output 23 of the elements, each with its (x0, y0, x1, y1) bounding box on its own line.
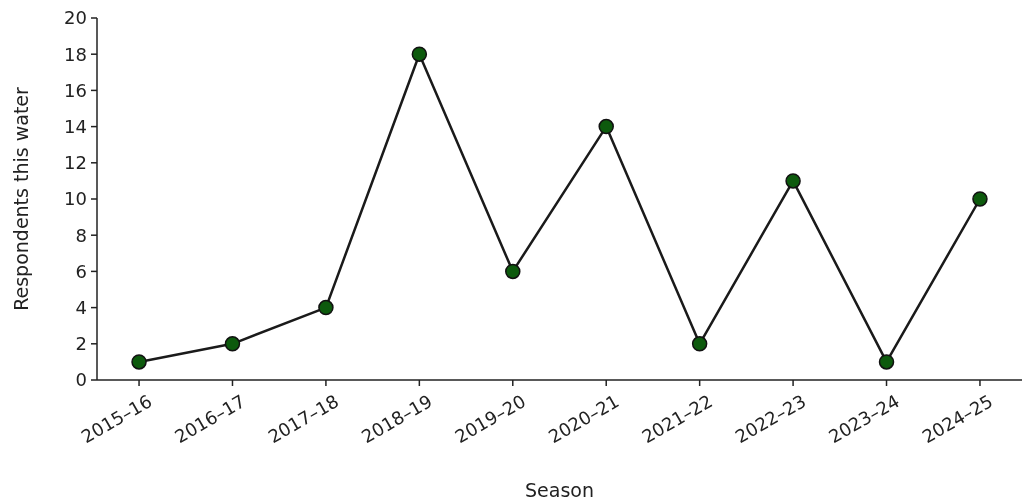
point (878, 354, 895, 370)
y-tick-label: 8 (75, 224, 87, 246)
y-tick-label: 6 (75, 260, 87, 282)
point (972, 191, 988, 207)
y-tick-label: 2 (75, 333, 87, 355)
point (318, 299, 334, 316)
y-tick-label: 10 (64, 188, 87, 210)
y-tick-label: 18 (64, 43, 87, 65)
y-tick-label: 16 (64, 79, 87, 101)
point (224, 336, 241, 352)
y-tick-label: 4 (75, 296, 87, 318)
point (785, 173, 801, 189)
point (411, 46, 428, 62)
point (505, 263, 521, 280)
y-tick-label: 20 (64, 7, 87, 29)
y-tick-label: 0 (75, 369, 87, 391)
point (131, 354, 147, 370)
y-tick-label: 12 (64, 152, 87, 174)
y-axis-title: Respondents this water (10, 86, 32, 311)
y-tick-label: 14 (64, 115, 87, 137)
point (691, 336, 708, 352)
point (598, 118, 614, 135)
x-axis-title: Season (525, 479, 594, 501)
